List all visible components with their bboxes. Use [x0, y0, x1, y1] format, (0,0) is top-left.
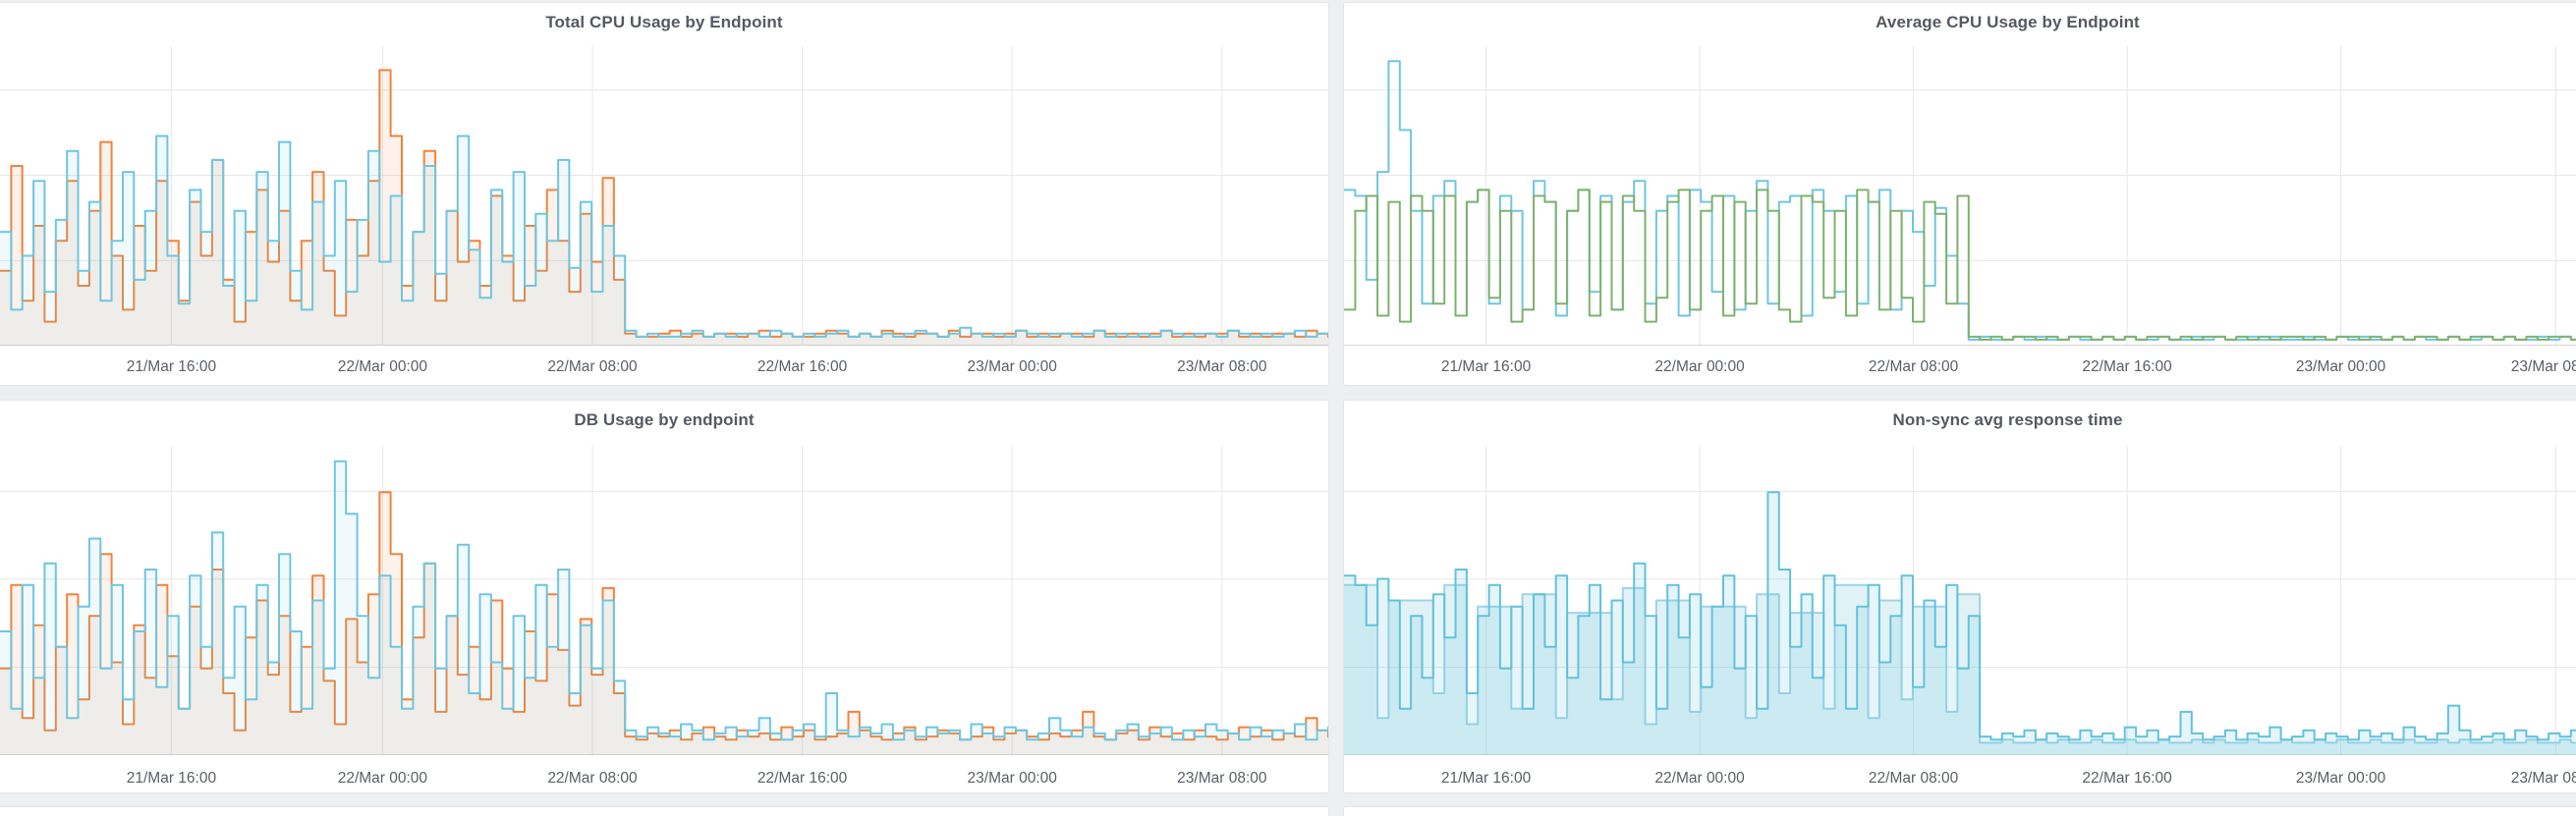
- chart-plot: [0, 46, 1328, 346]
- x-axis-tick-label: 22/Mar 00:00: [337, 770, 428, 787]
- x-axis-tick-label: 22/Mar 16:00: [756, 770, 848, 787]
- x-axis-tick-label: 23/Mar 08:00: [2510, 358, 2576, 375]
- chart-plot: [1344, 46, 2576, 346]
- x-axis-nonsync-response: 21/Mar 16:00 22/Mar 00:00 22/Mar 08:00 22/M…: [1344, 766, 2576, 791]
- series-fill-light-blue: [0, 136, 1328, 346]
- x-axis-tick-label: 22/Mar 08:00: [1868, 770, 1959, 787]
- series-fill-light-blue: [0, 461, 1328, 755]
- series-line-light-blue-main: [1344, 491, 2576, 741]
- panel-total-cpu-usage: Total CPU Usage by Endpoint 21/Mar 16:00…: [0, 2, 1329, 386]
- series-fill-light-blue-main: [1344, 492, 2576, 755]
- x-axis-tick-label: 22/Mar 00:00: [1654, 770, 1745, 787]
- panel-title-nonsync-response[interactable]: Non-sync avg response time: [1892, 410, 2123, 429]
- panel-title-total-cpu[interactable]: Total CPU Usage by Endpoint: [545, 13, 783, 31]
- panel-average-cpu-usage: Average CPU Usage by Endpoint 21/Mar 16:…: [1343, 2, 2576, 386]
- x-axis-tick-label: 21/Mar 16:00: [126, 770, 217, 787]
- x-axis-tick-label: 22/Mar 16:00: [756, 358, 848, 375]
- x-axis-tick-label: 23/Mar 00:00: [2295, 358, 2386, 375]
- series-line-green: [1344, 189, 2576, 341]
- chart-area-nonsync-response[interactable]: [1344, 446, 2576, 755]
- series-line-light-blue: [1344, 60, 2576, 341]
- x-axis-tick-label: 22/Mar 00:00: [337, 358, 428, 375]
- panel-nonsync-response-time: Non-sync avg response time 21/Mar 16:00 2…: [1343, 400, 2576, 793]
- panel-title-average-cpu[interactable]: Average CPU Usage by Endpoint: [1876, 13, 2140, 31]
- x-axis-average-cpu: 21/Mar 16:00 22/Mar 00:00 22/Mar 08:00 22/M…: [1344, 354, 2576, 380]
- x-axis-tick-label: 21/Mar 16:00: [1440, 770, 1532, 787]
- panel-title-db-usage[interactable]: DB Usage by endpoint: [574, 410, 755, 429]
- series-fill-light-blue-secondary: [1344, 584, 2576, 755]
- chart-area-total-cpu[interactable]: [0, 46, 1328, 346]
- series-fill-orange: [0, 70, 1328, 346]
- x-axis-tick-label: 23/Mar 00:00: [2295, 770, 2386, 787]
- x-axis-tick-label: 23/Mar 08:00: [1177, 770, 1267, 787]
- x-axis-tick-label: 23/Mar 00:00: [967, 358, 1057, 375]
- panel-db-usage: DB Usage by endpoint 21/Mar 16:00 22/Mar …: [0, 400, 1329, 793]
- x-axis-total-cpu: 21/Mar 16:00 22/Mar 00:00 22/Mar 08:00 22/M…: [0, 354, 1328, 380]
- x-axis-tick-label: 22/Mar 08:00: [1868, 358, 1959, 375]
- x-axis-db-usage: 21/Mar 16:00 22/Mar 00:00 22/Mar 08:00 22/M…: [0, 766, 1328, 791]
- chart-area-db-usage[interactable]: [0, 446, 1328, 755]
- next-row-panel-left: [0, 806, 1329, 816]
- x-axis-tick-label: 22/Mar 00:00: [1654, 358, 1745, 375]
- series-line-light-blue: [0, 135, 1328, 338]
- chart-plot: [1344, 446, 2576, 755]
- x-axis-tick-label: 23/Mar 00:00: [967, 770, 1057, 787]
- next-row-panel-right: [1343, 806, 2576, 816]
- x-axis-tick-label: 21/Mar 16:00: [1440, 358, 1532, 375]
- series-fill-orange: [0, 492, 1328, 755]
- series-line-light-blue: [0, 460, 1328, 741]
- x-axis-tick-label: 22/Mar 08:00: [547, 358, 638, 375]
- x-axis-tick-label: 23/Mar 08:00: [1177, 358, 1267, 375]
- x-axis-tick-label: 23/Mar 08:00: [2510, 770, 2576, 787]
- x-axis-tick-label: 22/Mar 08:00: [547, 770, 638, 787]
- chart-area-average-cpu[interactable]: [1344, 46, 2576, 346]
- x-axis-tick-label: 22/Mar 16:00: [2082, 770, 2172, 787]
- x-axis-tick-label: 21/Mar 16:00: [126, 358, 217, 375]
- x-axis-tick-label: 22/Mar 16:00: [2082, 358, 2172, 375]
- chart-plot: [0, 446, 1328, 755]
